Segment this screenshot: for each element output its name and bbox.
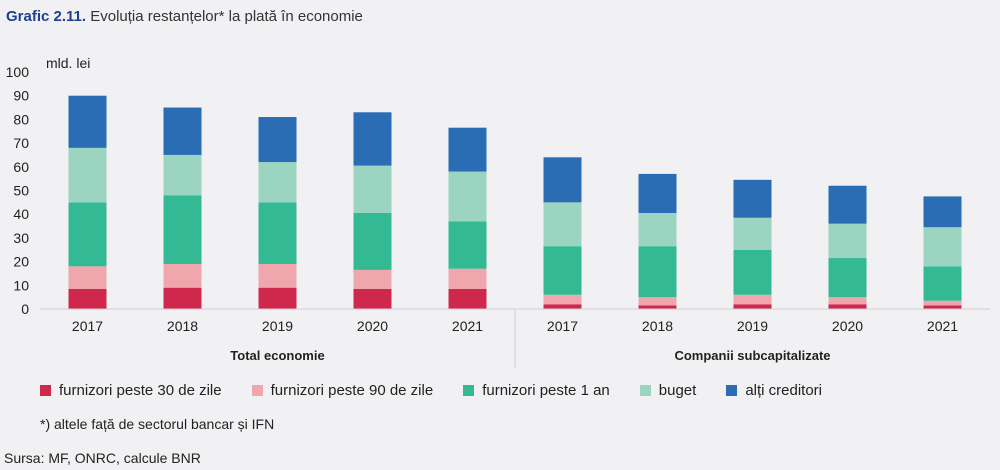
legend-swatch xyxy=(726,385,738,396)
bar-segment xyxy=(923,266,962,301)
bar-segment xyxy=(258,117,297,163)
x-tick-label: 2021 xyxy=(452,318,483,334)
x-tick-label: 2017 xyxy=(547,318,578,334)
legend-item: buget xyxy=(639,382,697,399)
x-tick-label: 2019 xyxy=(737,318,768,334)
legend-item: furnizori peste 1 an xyxy=(463,382,610,399)
bar-segment xyxy=(543,304,582,309)
legend-label: buget xyxy=(658,382,697,399)
bar-segment xyxy=(828,185,867,224)
x-tick-label: 2017 xyxy=(72,318,103,334)
group-label: Total economie xyxy=(230,348,324,363)
y-axis-label: mld. lei xyxy=(46,55,90,71)
y-tick-label: 90 xyxy=(13,88,29,104)
bar-segment xyxy=(163,107,202,155)
legend-item: furnizori peste 90 de zile xyxy=(251,382,434,399)
bar-segment xyxy=(733,294,772,305)
bar-segment xyxy=(543,294,582,305)
bar-segment xyxy=(923,300,962,306)
bar-segment xyxy=(923,196,962,228)
bar-segment xyxy=(68,147,107,203)
bar-segment xyxy=(638,297,677,306)
legend-label: furnizori peste 90 de zile xyxy=(270,382,434,399)
bar-segment xyxy=(733,179,772,218)
bar-segment xyxy=(163,263,202,288)
y-tick-label: 50 xyxy=(13,183,29,199)
bar-segment xyxy=(733,304,772,309)
bar-segment xyxy=(353,288,392,309)
bar-segment xyxy=(258,287,297,309)
bar-segment xyxy=(353,269,392,289)
bar-segment xyxy=(163,287,202,309)
chart-title-number: Grafic 2.11. xyxy=(6,8,87,25)
bar-segment xyxy=(353,213,392,270)
footnote: *) altele față de sectorul bancar și IFN xyxy=(40,416,275,432)
y-tick-label: 70 xyxy=(13,135,29,151)
legend-label: alți creditori xyxy=(745,382,823,399)
legend-swatch xyxy=(251,385,263,396)
y-tick-label: 60 xyxy=(13,159,29,175)
bar-segment xyxy=(448,288,487,309)
x-tick-label: 2020 xyxy=(357,318,388,334)
bar-segment xyxy=(258,263,297,288)
y-tick-label: 40 xyxy=(13,206,29,222)
bar-segment xyxy=(638,305,677,309)
y-tick-label: 10 xyxy=(13,277,29,293)
bar-segment xyxy=(828,304,867,309)
bar-segment xyxy=(68,288,107,309)
bar-segment xyxy=(733,217,772,250)
bar-segment xyxy=(448,127,487,172)
bar-segment xyxy=(353,112,392,166)
y-tick-label: 80 xyxy=(13,111,29,127)
legend-label: furnizori peste 1 an xyxy=(482,382,610,399)
bar-segment xyxy=(828,297,867,305)
bar-segment xyxy=(638,173,677,214)
bar-segment xyxy=(68,202,107,267)
bar-segment xyxy=(638,246,677,298)
legend-swatch xyxy=(463,385,475,396)
bar-segment xyxy=(258,162,297,203)
x-tick-label: 2018 xyxy=(167,318,198,334)
bar-segment xyxy=(163,154,202,196)
group-label: Companii subcapitalizate xyxy=(674,348,830,363)
bar-segment xyxy=(448,268,487,289)
bar-segment xyxy=(923,305,962,309)
bar-segment xyxy=(258,202,297,264)
bar-segment xyxy=(353,165,392,214)
stacked-bar-chart: mld. lei 0 10 20 30 40 50 60 70 80 90 100 2017 2018… xyxy=(6,55,990,368)
bar-segment xyxy=(828,258,867,298)
bar-segment xyxy=(543,202,582,247)
bar-segment xyxy=(828,223,867,259)
legend-item: alți creditori xyxy=(726,382,822,399)
x-tick-label: 2018 xyxy=(642,318,673,334)
bar-segment xyxy=(543,157,582,203)
y-tick-label: 30 xyxy=(13,230,29,246)
y-tick-label: 100 xyxy=(6,64,30,80)
x-tick-label: 2020 xyxy=(832,318,863,334)
bar-segment xyxy=(543,246,582,295)
bar-segment xyxy=(163,195,202,264)
legend-swatch xyxy=(40,385,51,396)
x-tick-label: 2021 xyxy=(927,318,958,334)
legend-swatch xyxy=(639,385,651,396)
bar-segment xyxy=(68,95,107,148)
y-tick-label: 20 xyxy=(13,254,29,270)
source-note: Sursa: MF, ONRC, calcule BNR xyxy=(4,450,201,466)
y-tick-label: 0 xyxy=(21,301,29,317)
bar-segment xyxy=(68,266,107,289)
chart-legend: furnizori peste 30 de zile furnizori pest… xyxy=(40,382,822,399)
legend-label: furnizori peste 30 de zile xyxy=(59,382,222,399)
bar-segment xyxy=(733,249,772,295)
chart-title: Grafic 2.11. Evoluția restanțelor* la pl… xyxy=(6,8,363,25)
bar-segment xyxy=(638,213,677,247)
bar-segment xyxy=(923,227,962,267)
legend-item: furnizori peste 30 de zile xyxy=(40,382,222,399)
x-tick-label: 2019 xyxy=(262,318,293,334)
bar-segment xyxy=(448,221,487,269)
bar-segment xyxy=(448,171,487,222)
chart-title-text: Evoluția restanțelor* la plată în econom… xyxy=(90,8,363,25)
